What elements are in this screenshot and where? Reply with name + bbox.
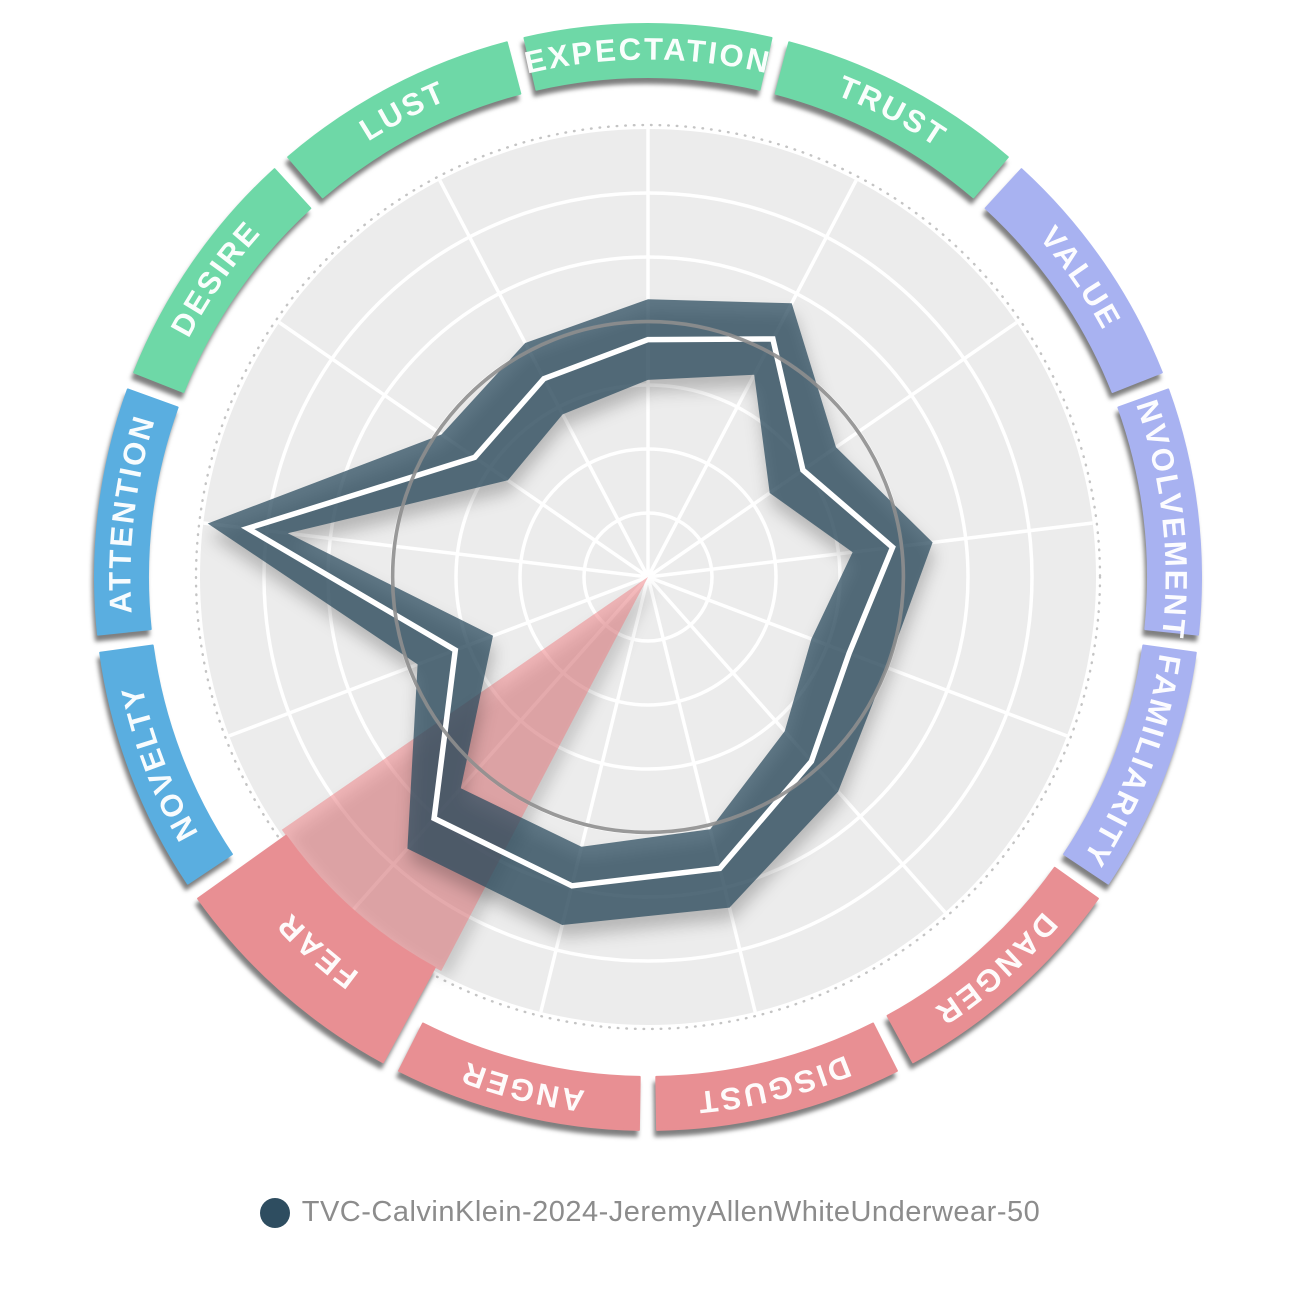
series-band (207, 299, 933, 925)
sector-arc-trust[interactable] (774, 41, 1009, 199)
axis-spoke-trust (646, 179, 858, 578)
sector-arc-involvement[interactable] (1117, 388, 1202, 636)
axis-spoke-anger (539, 576, 650, 1013)
axis-spoke-disgust (646, 576, 757, 1013)
legend-marker (259, 1197, 290, 1228)
sector-arc-familiarity[interactable] (1063, 644, 1197, 885)
legend-series-name: TVC-CalvinKlein-2024-JeremyAllenWhiteUnd… (301, 1196, 1041, 1228)
highlight-wedge-fear (281, 577, 648, 971)
series-line (240, 336, 896, 889)
sector-arc-attention[interactable] (94, 388, 179, 636)
outer-boundary-dotted-ring (194, 123, 1102, 1031)
sector-arc-danger[interactable] (886, 866, 1099, 1064)
benchmark-ring (390, 319, 906, 835)
sector-arc-anger[interactable] (398, 1022, 641, 1131)
sector-arc-expectation[interactable] (523, 23, 773, 91)
sector-arc-fear[interactable] (197, 834, 436, 1064)
sector-label-danger: DANGER (928, 906, 1064, 1032)
sector-arc-novelty[interactable] (99, 644, 233, 885)
sector-arc-lust[interactable] (287, 41, 522, 199)
legend[interactable]: TVC-CalvinKlein-2024-JeremyAllenWhiteUnd… (0, 1196, 1300, 1229)
sector-arc-value[interactable] (984, 168, 1163, 393)
sector-arc-disgust[interactable] (655, 1022, 898, 1131)
sector-arc-desire[interactable] (133, 168, 312, 393)
